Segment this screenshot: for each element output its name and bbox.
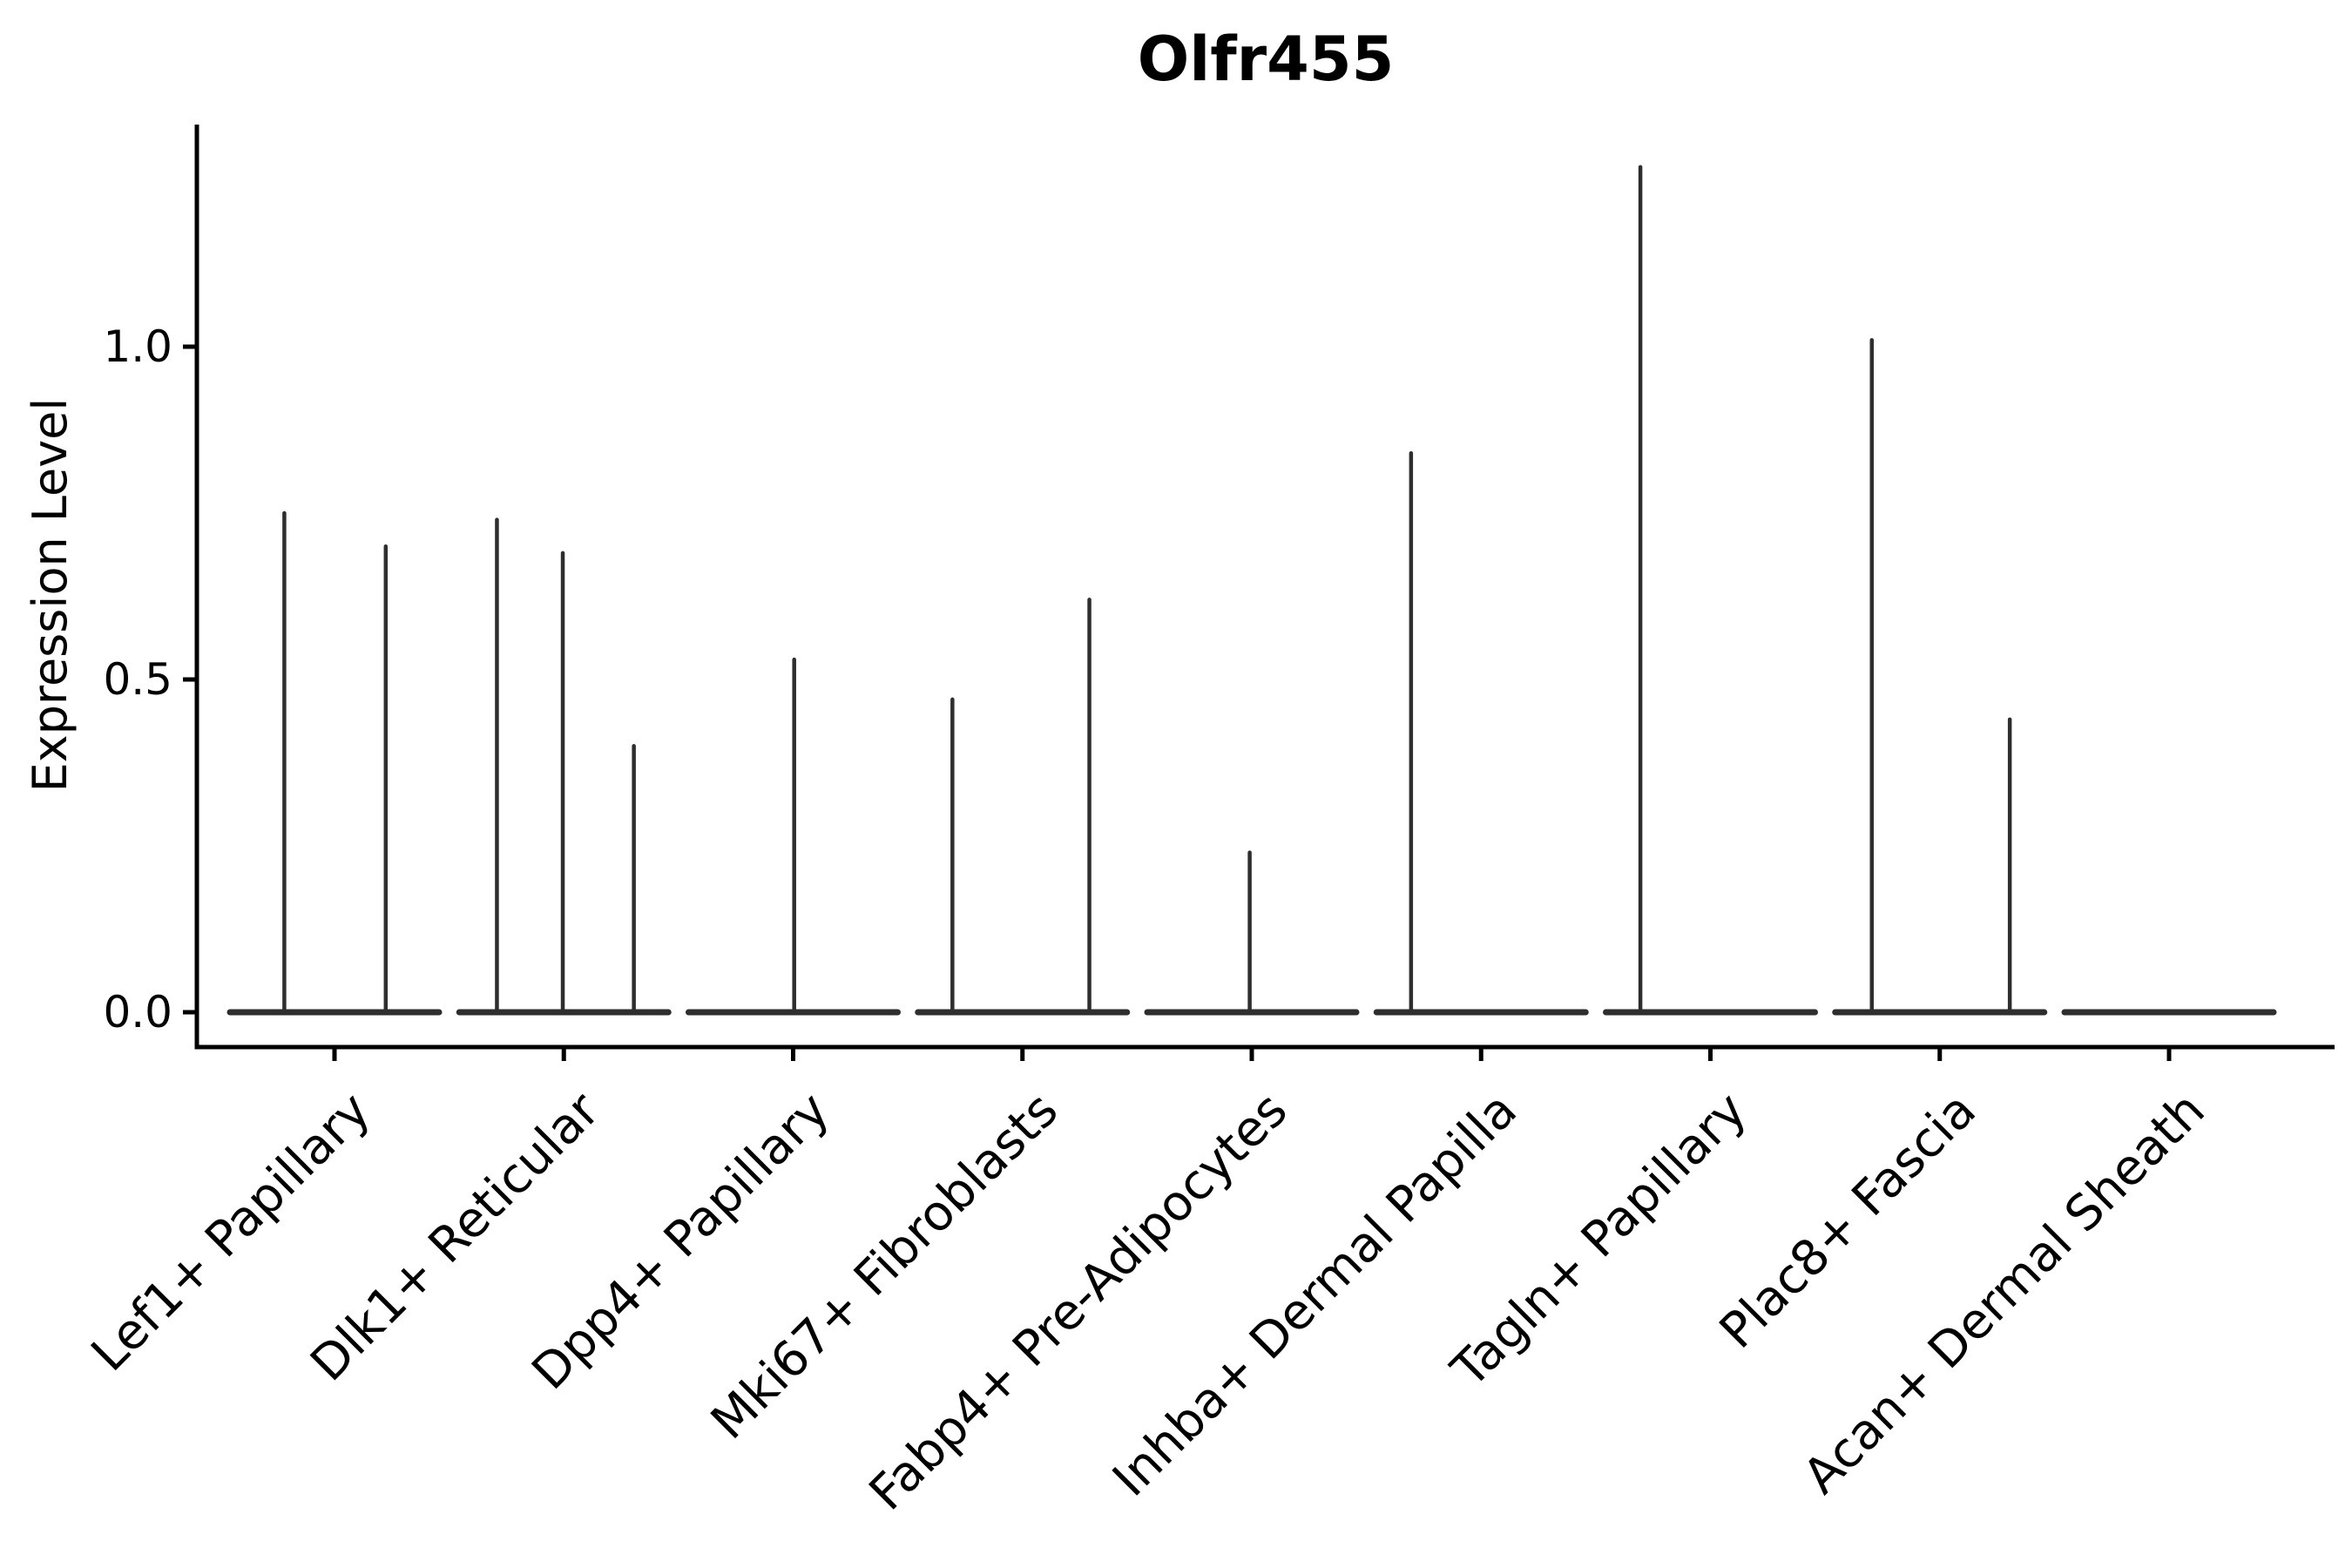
axis-spines [194,125,2335,1050]
y-tick-label: 0.0 [103,987,172,1037]
y-tick-label: 0.5 [103,654,172,705]
chart-title: Olfr455 [1137,24,1395,95]
y-tick-label: 1.0 [103,321,172,372]
